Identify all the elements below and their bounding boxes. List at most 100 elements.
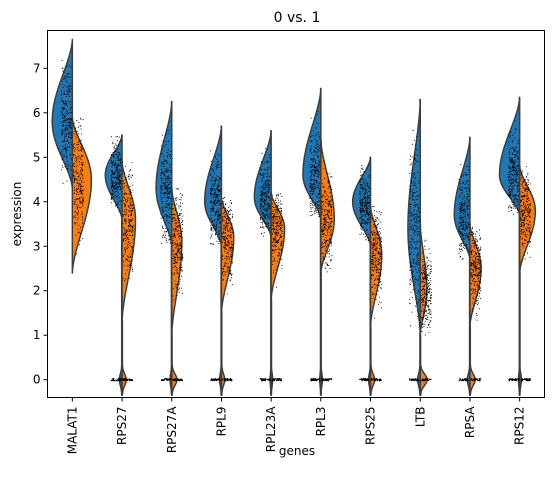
point [330, 259, 332, 261]
point [178, 219, 180, 221]
point [413, 259, 415, 261]
point [130, 211, 132, 213]
point [462, 246, 465, 248]
point [413, 172, 415, 174]
point [374, 234, 376, 236]
point [467, 186, 469, 188]
point [178, 232, 180, 234]
jitter-points [309, 111, 333, 382]
point [326, 195, 328, 197]
point [363, 226, 365, 228]
point [422, 288, 424, 290]
point [462, 205, 464, 207]
point [271, 194, 273, 196]
point [266, 200, 268, 202]
point [412, 130, 414, 132]
point [272, 216, 274, 218]
point [176, 294, 178, 296]
point-zero [423, 378, 425, 381]
point [181, 270, 183, 272]
point [79, 200, 81, 202]
point [173, 233, 175, 235]
point [324, 190, 326, 192]
point [211, 227, 213, 229]
point [317, 170, 319, 172]
point [365, 188, 367, 190]
point [418, 221, 420, 223]
point [276, 213, 278, 215]
point [281, 212, 283, 214]
point [176, 225, 178, 227]
point-zero [229, 378, 231, 380]
point [318, 193, 320, 195]
point [325, 236, 327, 239]
violin-rpl23a [253, 129, 286, 397]
point-zero [321, 378, 323, 380]
point [226, 270, 228, 272]
point [123, 280, 126, 282]
point [271, 203, 273, 205]
point [62, 145, 64, 147]
point [132, 227, 134, 229]
point [379, 242, 381, 245]
point [280, 227, 282, 230]
point [373, 206, 375, 208]
point [224, 250, 226, 252]
point [425, 265, 427, 267]
point [216, 240, 218, 242]
point-zero [123, 379, 125, 381]
point [318, 171, 320, 173]
point [274, 213, 276, 215]
point [70, 107, 72, 109]
point [409, 283, 411, 285]
point [64, 129, 66, 131]
point [365, 207, 367, 209]
point [122, 196, 124, 198]
point [216, 226, 218, 228]
point [81, 202, 83, 204]
point [224, 263, 226, 265]
point [463, 211, 465, 213]
point [417, 182, 419, 184]
point [364, 196, 366, 198]
point [129, 190, 131, 192]
point [462, 181, 464, 183]
point [272, 270, 275, 272]
point [372, 205, 374, 208]
point [217, 210, 219, 212]
point [315, 211, 317, 213]
point [180, 213, 182, 215]
point [314, 172, 316, 174]
point [424, 284, 426, 286]
point [361, 202, 363, 205]
point [311, 185, 313, 187]
point [81, 199, 84, 202]
point [229, 237, 231, 239]
point [114, 194, 116, 196]
point [67, 73, 69, 75]
point [164, 206, 166, 208]
point [427, 312, 429, 314]
point [79, 202, 81, 204]
point-zero [225, 378, 227, 380]
point [219, 214, 221, 216]
point [311, 193, 313, 195]
point [73, 171, 75, 173]
point [327, 234, 329, 236]
point [230, 255, 232, 258]
point [132, 251, 134, 253]
point [314, 203, 317, 205]
point [128, 210, 130, 212]
point [216, 199, 218, 201]
point [69, 132, 71, 134]
point [274, 206, 276, 208]
point [416, 210, 418, 212]
point [162, 237, 164, 239]
point [463, 224, 465, 226]
point [227, 225, 229, 227]
point [273, 207, 275, 209]
point [219, 177, 221, 179]
point [230, 226, 232, 228]
point [113, 177, 115, 179]
point [111, 193, 114, 195]
